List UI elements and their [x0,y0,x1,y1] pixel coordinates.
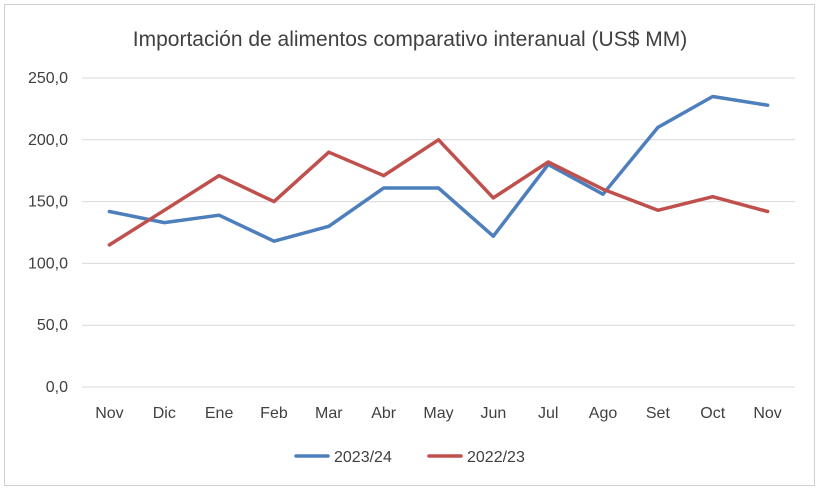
data-point [272,200,276,204]
data-point [217,174,221,178]
series-lines [107,94,770,247]
series-line-1 [107,138,770,247]
data-point [656,125,660,129]
data-point [382,186,386,190]
data-point [107,209,111,213]
chart-frame [4,4,815,486]
gridlines [82,77,795,388]
x-tick-label: Ene [205,405,234,422]
data-point [327,224,331,228]
y-axis-ticks: 0,0 50,0 100,0 150,0 200,0 250,0 [28,70,68,396]
data-point [601,187,605,191]
data-point [162,221,166,225]
x-tick-label: Mar [315,405,343,422]
x-tick-label: Nov [753,405,781,422]
chart-title: Importación de alimentos comparativo int… [133,28,687,51]
data-point [437,138,440,142]
data-point [491,234,495,238]
x-tick-label: Feb [260,405,288,422]
x-tick-label: Dic [153,405,176,422]
x-tick-label: Jun [480,405,506,422]
legend-label: 2022/23 [467,449,525,466]
x-tick-label: Nov [95,405,123,422]
data-point [162,208,166,212]
data-point [272,239,276,243]
data-point [491,196,495,200]
x-tick-label: Jul [538,405,558,422]
legend-label: 2023/24 [334,449,392,466]
y-tick-label: 0,0 [46,379,68,396]
data-point [327,150,331,154]
x-tick-label: May [423,405,453,422]
data-point [766,103,770,107]
x-axis-ticks: Nov Dic Ene Feb Mar Abr May Jun Jul Ago Set Oct Nov [95,405,782,422]
data-point [437,186,440,190]
y-tick-label: 100,0 [28,255,68,272]
data-point [601,192,605,196]
data-point [546,160,550,164]
x-tick-label: Set [646,405,671,422]
data-point [766,209,770,213]
data-point [711,95,715,99]
data-point [217,213,221,217]
legend: 2023/24 2022/23 [294,449,525,466]
data-point [711,195,715,199]
data-point [382,174,386,178]
y-tick-label: 250,0 [28,70,68,87]
x-tick-label: Oct [700,405,725,422]
y-tick-label: 50,0 [37,317,68,334]
y-tick-label: 150,0 [28,194,68,211]
data-point [107,243,111,247]
y-tick-label: 200,0 [28,132,68,149]
data-point [656,208,660,212]
series-line-0 [107,94,770,243]
x-tick-label: Abr [371,405,397,422]
x-tick-label: Ago [589,405,618,422]
